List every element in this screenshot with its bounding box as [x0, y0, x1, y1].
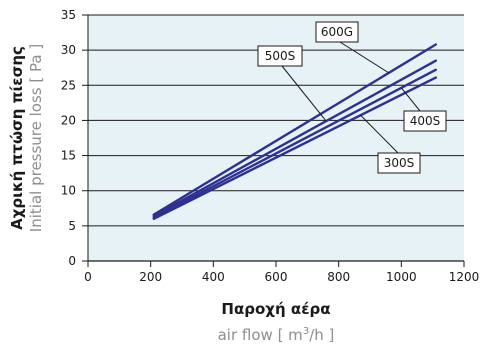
x-axis-title-greek: Παροχή αέρα: [221, 300, 330, 318]
callout-leader-300s: [360, 114, 399, 154]
x-tick-label: 200: [139, 270, 162, 284]
x-tick-label: 800: [327, 270, 350, 284]
y-tick-label: 20: [61, 113, 76, 127]
callout-box-600g: [315, 21, 359, 43]
series-label-500s: 500S: [265, 49, 296, 63]
x-tick-label: 1000: [386, 270, 417, 284]
y-axis-subtitle: Initial pressure loss [ Pa ]: [27, 44, 45, 232]
y-axis-title-english: Initial pressure loss [ Pa ]: [27, 44, 45, 232]
callout-leader-500s: [281, 65, 327, 122]
series-label-600g: 600G: [321, 25, 353, 39]
grid: [82, 14, 465, 267]
series-line-500s: [152, 59, 437, 218]
series-label-400s: 400S: [410, 114, 441, 128]
y-axis-ticks: 0 5 10 15 20 25 30 35: [61, 8, 76, 268]
y-axis-title-greek: Αχρική πτώση πίεσης: [8, 46, 26, 230]
y-axis-title: Αχρική πτώση πίεσης: [8, 46, 26, 230]
series-line-600g: [152, 43, 437, 216]
series-lines: [152, 43, 437, 221]
y-tick-label: 5: [68, 219, 76, 233]
series-line-300s: [152, 76, 437, 221]
y-tick-label: 0: [68, 254, 76, 268]
callout-box-300s: [377, 152, 421, 174]
x-tick-label: 0: [84, 270, 92, 284]
series-line-400s: [152, 68, 437, 219]
y-tick-label: 35: [61, 8, 76, 22]
callout-box-400s: [403, 110, 447, 132]
series-label-300s: 300S: [384, 156, 415, 170]
x-axis-ticks: 0 200 400 600 800 1000 1200: [84, 270, 479, 284]
x-tick-label: 1200: [449, 270, 480, 284]
series-callouts: 600G 500S 400S 300S: [257, 21, 447, 174]
y-tick-label: 25: [61, 78, 76, 92]
x-axis-title-english-main: air flow [ m: [218, 326, 303, 344]
x-axis-title-english-sup: 3: [303, 326, 309, 337]
y-tick-label: 15: [61, 149, 76, 163]
x-axis-title-english: air flow [ m3/h ]: [218, 326, 335, 344]
x-axis-title-english-tail: /h ]: [309, 326, 334, 344]
callout-leader-400s: [400, 87, 421, 112]
y-tick-label: 10: [61, 184, 76, 198]
y-tick-label: 30: [61, 43, 76, 57]
x-tick-label: 600: [265, 270, 288, 284]
callout-leader-600g: [339, 41, 390, 74]
callout-box-500s: [257, 45, 303, 67]
x-tick-label: 400: [202, 270, 225, 284]
